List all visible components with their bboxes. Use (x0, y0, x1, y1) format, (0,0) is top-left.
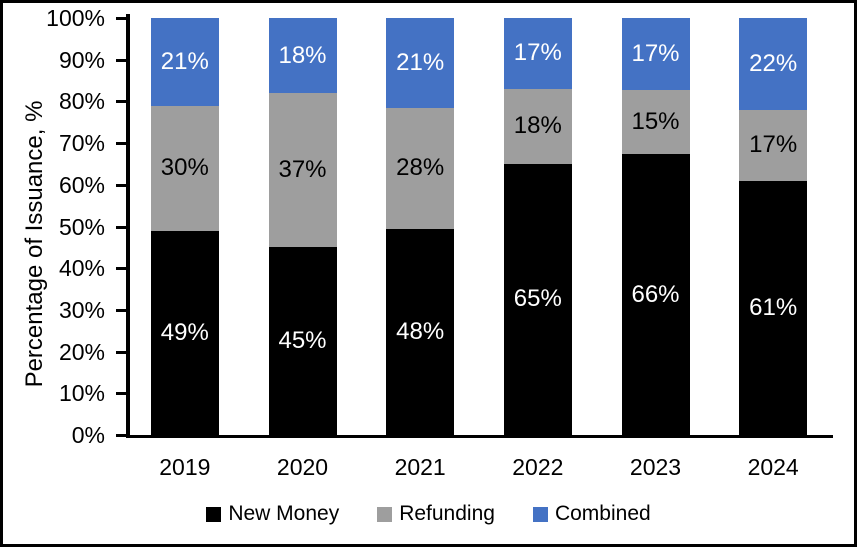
y-tick-label: 40% (58, 255, 105, 282)
legend-item-refunding: Refunding (377, 502, 495, 526)
bar-stack-2022: 65% 18% 17% (503, 18, 572, 435)
bar-segment-combined: 17% (621, 18, 690, 91)
data-label: 17% (749, 131, 798, 159)
bar-segment-new-money: 61% (739, 180, 808, 435)
y-tick-label: 0% (71, 422, 105, 448)
y-tick-label: 60% (58, 171, 105, 198)
y-tick (116, 392, 126, 396)
legend-swatch (532, 506, 548, 522)
legend-label: Refunding (399, 502, 495, 525)
y-tick-label: 80% (58, 88, 105, 115)
y-tick (116, 350, 126, 354)
y-tick-label: 100% (46, 5, 105, 31)
data-label: 66% (631, 280, 680, 308)
x-axis-label: 2021 (394, 454, 446, 480)
data-label: 28% (396, 154, 445, 182)
data-label: 18% (278, 41, 327, 69)
data-label: 17% (513, 39, 562, 67)
data-label: 17% (631, 40, 680, 68)
y-tick-label: 10% (58, 380, 105, 407)
y-axis-line (126, 14, 130, 438)
legend-swatch (206, 506, 222, 522)
bar-stack-2023: 66% 15% 17% (621, 18, 690, 435)
x-axis-label: 2020 (276, 454, 329, 480)
data-label: 45% (278, 327, 327, 355)
y-tick (116, 58, 126, 62)
data-label: 61% (749, 293, 798, 321)
bar-segment-new-money: 49% (150, 230, 219, 435)
bar-segment-combined: 17% (503, 18, 572, 89)
y-tick-label: 90% (58, 46, 105, 73)
y-tick (116, 267, 126, 271)
data-label: 30% (160, 154, 209, 182)
data-label: 37% (278, 156, 327, 184)
y-tick-label: 30% (58, 296, 105, 323)
data-label: 21% (396, 49, 445, 77)
x-axis-label: 2024 (747, 454, 799, 480)
data-label: 15% (631, 108, 680, 136)
x-axis-label: 2023 (629, 454, 682, 480)
legend-item-combined: Combined (532, 502, 651, 526)
data-label: 65% (513, 285, 562, 313)
bar-segment-new-money: 65% (503, 163, 572, 435)
bar-segment-combined: 22% (739, 18, 808, 110)
bar-segment-combined: 21% (150, 18, 219, 106)
bar-stack-2021: 48% 28% 21% (386, 18, 455, 435)
bar-segment-refunding: 37% (268, 93, 337, 248)
bar-stack-2020: 45% 37% 18% (268, 18, 337, 435)
bar-segment-new-money: 48% (386, 228, 455, 435)
y-tick (116, 183, 126, 187)
data-label: 48% (396, 317, 445, 345)
legend-label: Combined (554, 502, 651, 525)
legend-swatch (377, 506, 393, 522)
x-axis-line (126, 435, 833, 438)
y-tick (116, 225, 126, 229)
x-axis-label: 2022 (512, 454, 564, 480)
bar-segment-refunding: 17% (739, 109, 808, 181)
bar-segment-refunding: 28% (386, 108, 455, 229)
y-tick (116, 17, 126, 20)
bar-stack-2019: 49% 30% 21% (150, 18, 219, 435)
y-tick (116, 308, 126, 312)
data-label: 49% (160, 318, 209, 346)
bar-segment-new-money: 66% (621, 154, 690, 435)
bar-segment-combined: 21% (386, 18, 455, 109)
bar-segment-refunding: 15% (621, 90, 690, 155)
x-axis-label: 2019 (159, 454, 211, 480)
y-tick-label: 50% (58, 213, 105, 240)
bar-stack-2024: 61% 17% 22% (739, 18, 808, 435)
data-label: 21% (160, 47, 209, 75)
data-label: 18% (513, 112, 562, 140)
legend-label: New Money (228, 502, 340, 525)
legend: New Money Refunding Combined (3, 499, 854, 529)
y-tick-label: 70% (58, 130, 105, 157)
bar-segment-new-money: 45% (268, 247, 337, 435)
legend-item-new-money: New Money (206, 502, 339, 526)
data-label: 22% (749, 49, 798, 77)
y-tick (116, 100, 126, 104)
chart-area: Percentage of Issuance, % 0% 10% 20% 30% 40%… (3, 3, 854, 544)
bar-segment-combined: 18% (268, 18, 337, 94)
y-tick (116, 142, 126, 146)
bar-segment-refunding: 30% (150, 105, 219, 231)
bar-segment-refunding: 18% (503, 88, 572, 164)
y-tick-label: 20% (58, 338, 105, 365)
y-tick (116, 434, 126, 437)
